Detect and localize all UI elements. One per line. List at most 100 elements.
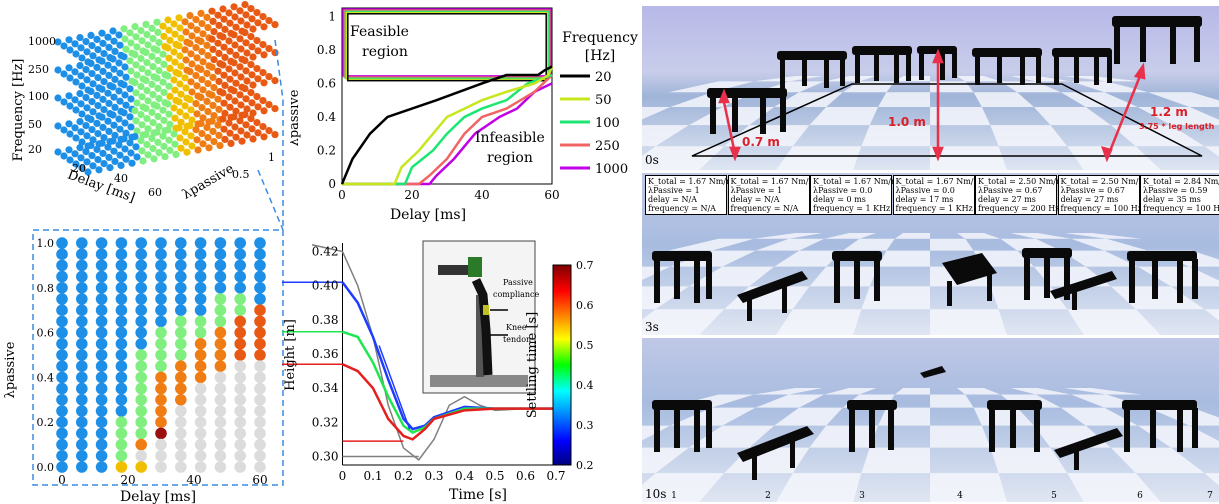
scatter-point	[56, 237, 68, 249]
surface-point	[192, 72, 200, 80]
scatter-point	[135, 450, 147, 462]
height-y-tick: 0.40	[312, 279, 339, 293]
scatter-point	[135, 394, 147, 406]
surface-point	[182, 84, 190, 92]
surface-point	[94, 74, 102, 82]
scatter-point	[194, 405, 207, 417]
param-box-d: delay = 27 ms	[978, 195, 1036, 204]
surface-point	[115, 141, 123, 149]
scatter-point	[56, 326, 68, 339]
surface-point	[236, 63, 244, 71]
surface-point	[105, 99, 113, 107]
scatter-point	[175, 237, 187, 249]
surface-point	[170, 20, 178, 28]
surface-point	[121, 63, 129, 71]
scatter-point	[95, 405, 108, 417]
surface-point	[248, 71, 256, 79]
surface-point	[265, 73, 273, 81]
surface-point	[271, 77, 279, 85]
surface-point	[149, 63, 157, 71]
surface-point	[242, 95, 250, 103]
floor-tile	[930, 309, 1007, 335]
feasible-xlabel: Delay [ms]	[390, 207, 466, 223]
floor-tile	[990, 447, 1068, 474]
scatter-point	[175, 259, 187, 272]
lane-number: 7	[1207, 491, 1213, 501]
surface-point	[249, 135, 257, 143]
scatter-point	[155, 293, 167, 305]
floor-tile	[824, 388, 877, 395]
surface-point	[182, 138, 190, 146]
scatter-point	[56, 360, 68, 372]
scatter-point	[95, 382, 108, 395]
floor-tile	[753, 388, 823, 395]
surface-point	[197, 119, 205, 127]
label-1-0m: 1.0 m	[888, 115, 926, 129]
surface-point	[220, 15, 228, 23]
height-x-tick: 0.1	[363, 469, 382, 483]
surface-point	[120, 135, 128, 143]
scatter-point	[175, 371, 187, 384]
scatter-point	[155, 237, 167, 249]
scatter-point	[175, 270, 187, 283]
surface-point	[226, 129, 234, 137]
scatter-point	[155, 349, 167, 361]
scatter-point	[234, 360, 246, 372]
floor-tile	[930, 107, 991, 126]
surface-point	[153, 18, 161, 26]
surface-point	[153, 128, 161, 136]
surface-point	[54, 94, 62, 102]
floor-tile	[668, 81, 754, 93]
scatter-point	[95, 349, 108, 361]
scatter-point	[95, 315, 108, 328]
surface-point	[221, 81, 229, 89]
surface-point	[77, 72, 85, 80]
surface-point	[76, 62, 84, 70]
scatter-point	[254, 349, 266, 361]
surface-point	[144, 69, 152, 77]
colorbar-tick: 0.4	[576, 379, 594, 392]
floor-tile	[776, 309, 862, 335]
surface-point	[144, 151, 152, 159]
floor-tile	[1067, 473, 1161, 502]
scatter-point	[56, 438, 68, 451]
scatter-point	[175, 349, 187, 361]
scatter-point	[254, 304, 266, 316]
surface-point	[88, 70, 96, 78]
scatter-point	[95, 438, 108, 451]
surface-point	[120, 81, 128, 89]
floor-tile	[642, 286, 689, 310]
scatter-point	[254, 382, 266, 395]
scatter-point	[155, 405, 167, 417]
surface-point	[104, 61, 112, 69]
surface-point	[138, 37, 146, 45]
surface-point	[165, 54, 173, 62]
surface-point	[183, 148, 191, 156]
scatter-point	[135, 282, 147, 294]
surface-point	[148, 24, 156, 32]
param-box-l: λPassive = 1	[648, 186, 700, 195]
surface-point	[153, 102, 161, 110]
floor-tile	[930, 394, 974, 408]
surface-point	[121, 119, 129, 127]
surface-point	[241, 1, 249, 9]
scatter-point	[95, 338, 108, 350]
surface-point	[208, 91, 216, 99]
floor-tile	[894, 388, 930, 395]
surface-point	[71, 96, 79, 104]
surface-point	[143, 115, 151, 123]
scatter-point	[214, 338, 227, 350]
colorbar-tick: 0.7	[576, 259, 594, 272]
surface-point	[175, 14, 183, 22]
floor-tile	[688, 266, 775, 287]
surface-point	[242, 67, 250, 75]
surface-point	[144, 125, 152, 133]
legend-label-20: 20	[595, 70, 612, 85]
surface-point	[154, 112, 162, 120]
surface-point	[116, 41, 124, 49]
inset-label-compliance: compliance	[493, 290, 540, 299]
surface-point	[72, 50, 80, 58]
colorbar-label: Settling time [s]	[525, 312, 540, 419]
scatter-point	[76, 416, 88, 428]
param-box-l: λPassive = 0.59	[1143, 186, 1208, 195]
